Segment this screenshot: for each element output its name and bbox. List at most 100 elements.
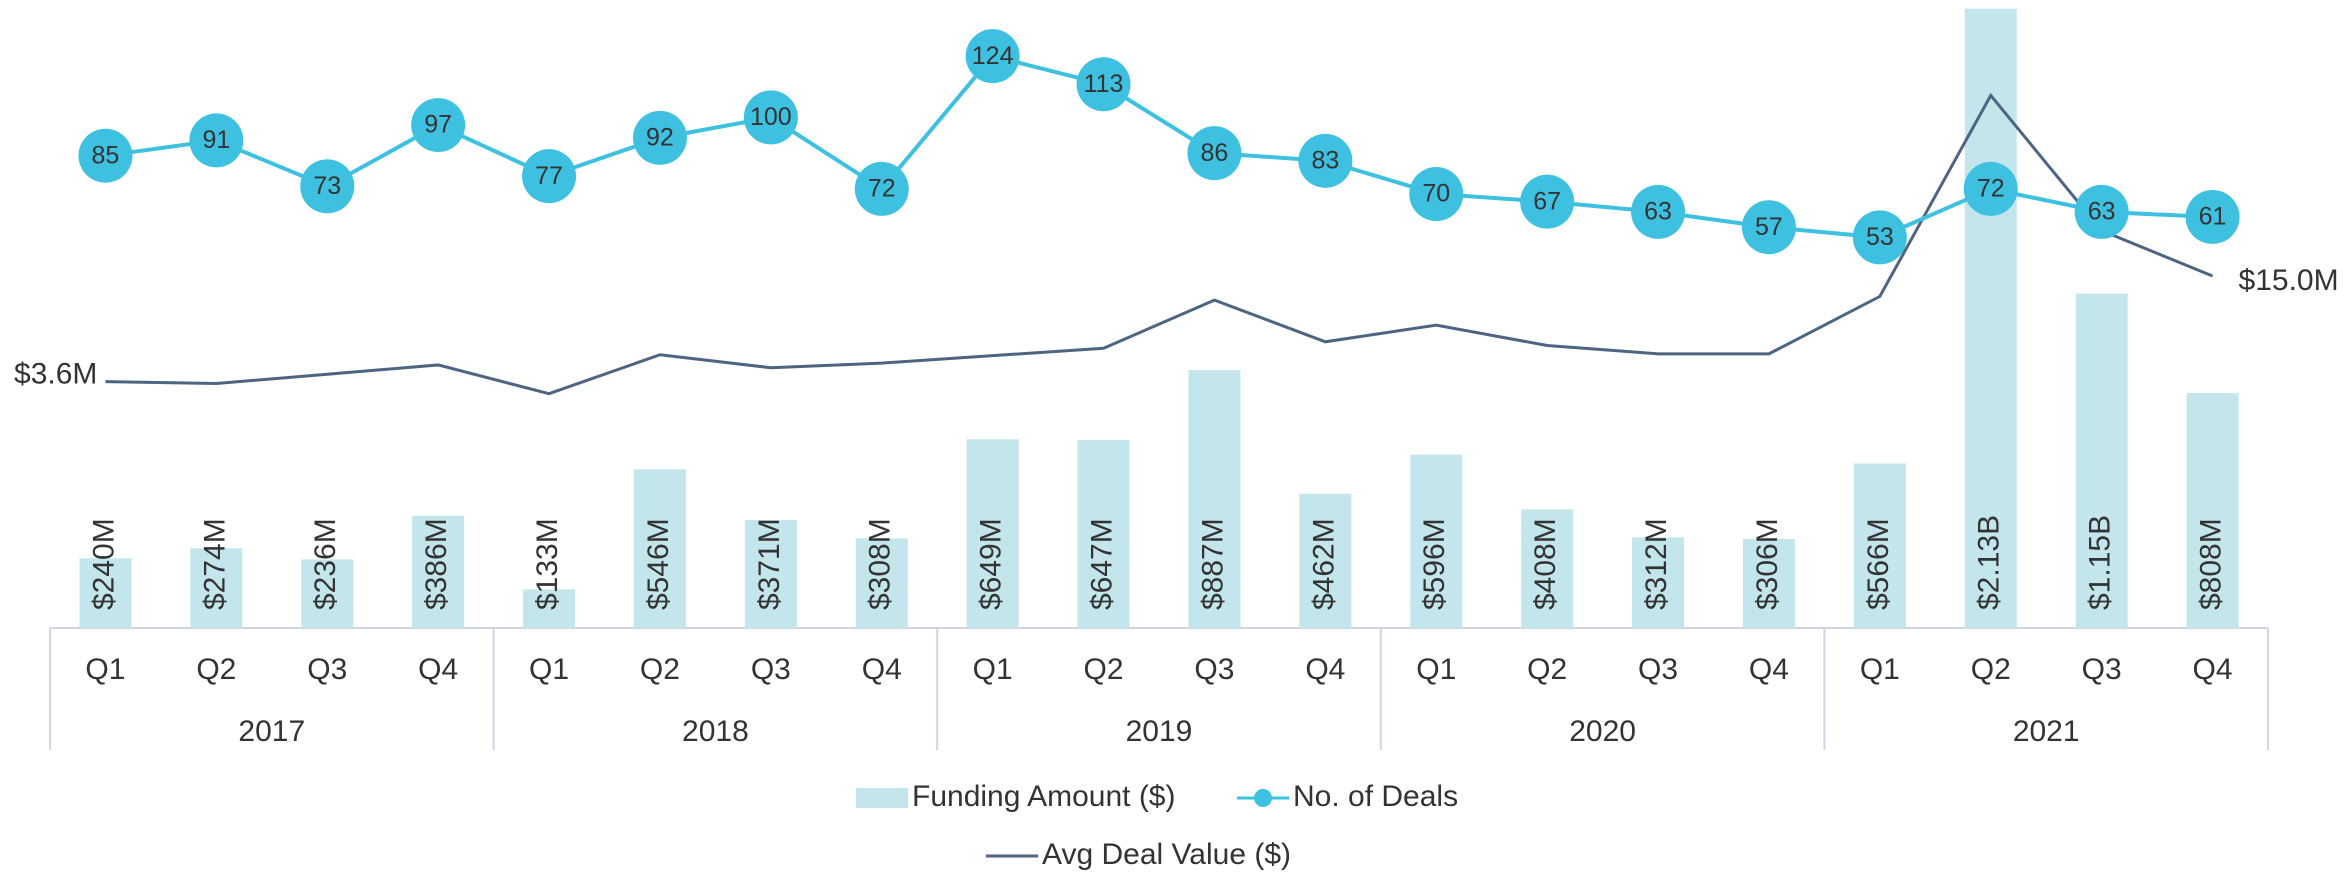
x-tick-label: Q3 (751, 653, 791, 686)
x-tick-label: Q2 (196, 653, 236, 686)
x-tick-label: Q1 (1416, 653, 1456, 686)
data-label: 57 (1755, 213, 1783, 241)
bar-label: $371M (753, 518, 786, 610)
data-label: 63 (2088, 197, 2116, 225)
data-label: $15.0M (2239, 264, 2339, 297)
bar (1521, 509, 1574, 628)
marker (189, 113, 244, 168)
bar-label: $274M (198, 518, 231, 610)
x-tick-label: Q3 (2082, 653, 2122, 686)
marker (2074, 184, 2129, 239)
data-label: 83 (1311, 146, 1339, 174)
bar (1077, 439, 1130, 628)
legend-swatch (856, 788, 908, 808)
bar-label: $386M (420, 518, 453, 610)
data-label: 85 (92, 141, 120, 169)
marker (2185, 189, 2240, 244)
marker (1409, 167, 1464, 222)
line (105, 92, 2214, 396)
bar (1410, 454, 1463, 628)
data-label: 92 (646, 123, 674, 151)
x-tick-label: Q4 (2193, 653, 2233, 686)
bar (190, 548, 243, 628)
bar (1632, 537, 1685, 628)
bar (633, 469, 686, 628)
marker (965, 29, 1020, 84)
marker (1631, 184, 1686, 239)
legend-label: Funding Amount ($) (912, 780, 1175, 813)
marker (522, 149, 577, 204)
x-tick-label: Q1 (85, 653, 125, 686)
x-tick-label: Q3 (1194, 653, 1234, 686)
marker (78, 128, 133, 183)
x-tick-label: Q2 (1971, 653, 2011, 686)
x-tick-label: Q3 (1638, 653, 1678, 686)
bar-label: $649M (975, 518, 1008, 610)
data-label: 53 (1866, 223, 1894, 251)
marker (411, 98, 466, 153)
bar-label: $236M (309, 518, 342, 610)
legend-swatch (1254, 789, 1272, 807)
x-tick-label: Q1 (529, 653, 569, 686)
x-tick-label: Q1 (1860, 653, 1900, 686)
marker (1520, 174, 1575, 229)
legend-label: Avg Deal Value ($) (1042, 838, 1291, 871)
x-tick-label: Q2 (1084, 653, 1124, 686)
x-tick-label: Q1 (973, 653, 1013, 686)
bar-label: $462M (1307, 518, 1340, 610)
data-label: 72 (868, 175, 896, 203)
bar (1299, 493, 1352, 628)
data-label: 113 (1084, 70, 1124, 98)
data-label: 97 (424, 111, 452, 139)
data-label: 124 (972, 42, 1014, 70)
group-label: 2019 (1126, 715, 1193, 748)
marker (1741, 200, 1796, 255)
bar-label: $596M (1418, 518, 1451, 610)
x-tick-label: Q4 (1305, 653, 1345, 686)
x-tick-label: Q2 (640, 653, 680, 686)
data-label: 63 (1644, 197, 1672, 225)
bar-label: $808M (2194, 518, 2227, 610)
group-label: 2017 (238, 715, 305, 748)
x-tick-label: Q4 (862, 653, 902, 686)
bar-label: $133M (531, 518, 564, 610)
bar (2186, 393, 2239, 628)
bar-label: $308M (864, 518, 897, 610)
marker (300, 159, 355, 214)
bar (1964, 8, 2017, 628)
data-label: 70 (1422, 180, 1450, 208)
bar-label: $408M (1529, 518, 1562, 610)
bar-label: $566M (1862, 518, 1895, 610)
marker (632, 110, 687, 165)
bar-label: $306M (1751, 518, 1784, 610)
marker (1187, 126, 1242, 181)
bar (301, 559, 354, 628)
marker (1963, 161, 2018, 216)
data-label: 73 (313, 172, 341, 200)
group-label: 2021 (2013, 715, 2080, 748)
data-label: 67 (1533, 187, 1561, 215)
x-tick-label: Q4 (1749, 653, 1789, 686)
group-label: 2020 (1569, 715, 1636, 748)
bar (412, 515, 465, 628)
bar (966, 439, 1019, 628)
bar-label: $647M (1085, 518, 1118, 610)
bar-label: $546M (642, 518, 675, 610)
x-tick-label: Q3 (307, 653, 347, 686)
bar-label: $2.13B (1973, 515, 2006, 610)
data-label: 91 (202, 126, 230, 154)
legend-label: No. of Deals (1293, 780, 1458, 813)
x-tick-label: Q2 (1527, 653, 1567, 686)
bar-label: $240M (87, 518, 120, 610)
bar (1742, 539, 1795, 628)
bar (855, 538, 908, 628)
x-tick-label: Q4 (418, 653, 458, 686)
bar (744, 520, 797, 628)
marker (1298, 133, 1353, 188)
bar (1188, 370, 1241, 628)
marker (743, 90, 798, 145)
data-label: 77 (535, 162, 563, 190)
bar-label: $312M (1640, 518, 1673, 610)
data-label: 61 (2199, 203, 2227, 231)
